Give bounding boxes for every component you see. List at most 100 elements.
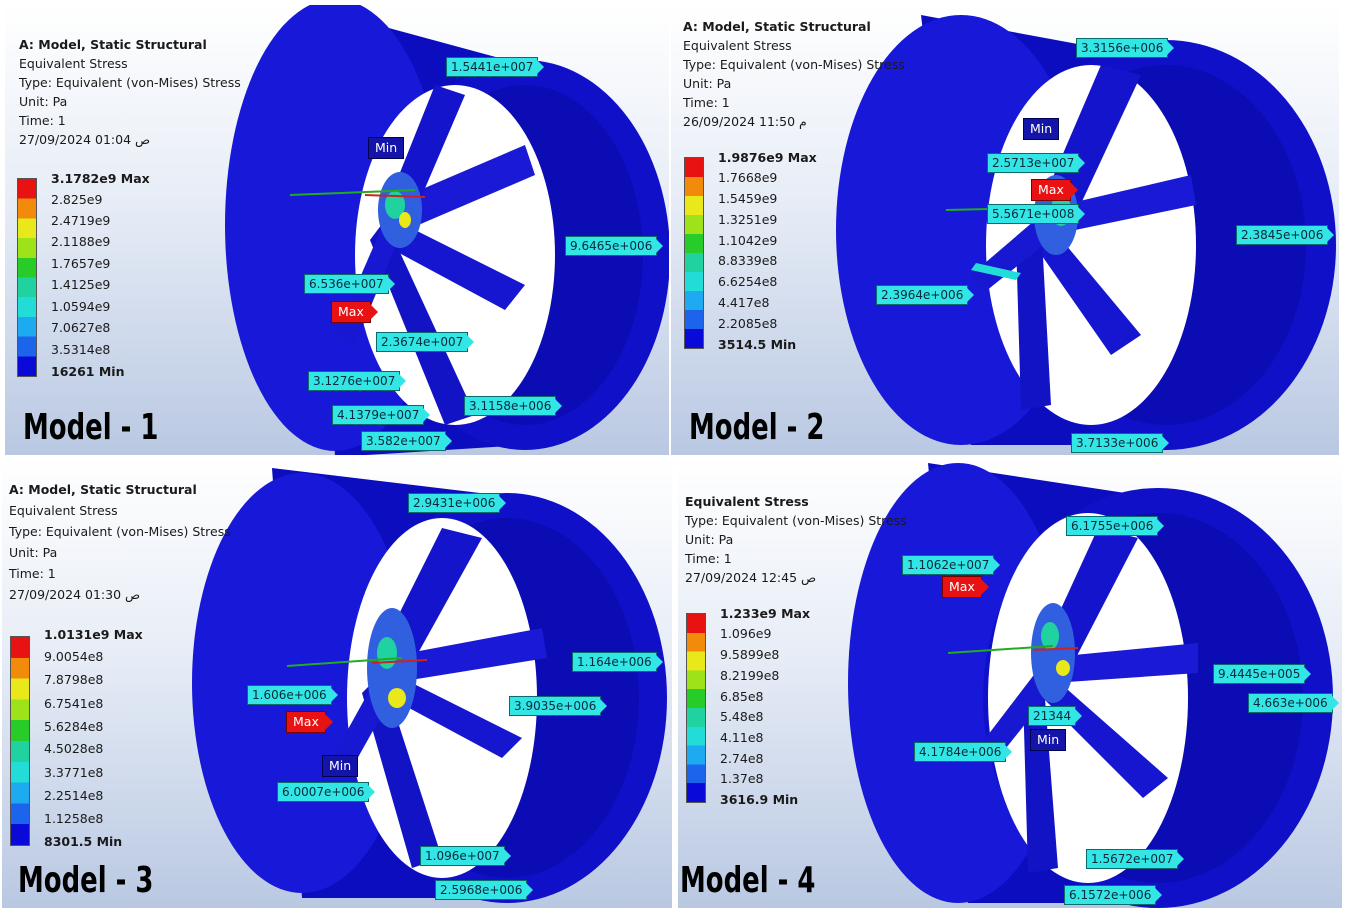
panel-model-4: Equivalent Stress Type: Equivalent (von-… xyxy=(678,458,1342,908)
analysis-title: A: Model, Static Structural xyxy=(19,37,207,52)
probe-label[interactable]: 3.9035e+006 xyxy=(509,696,608,716)
probe-label[interactable]: 6.536e+007 xyxy=(304,274,395,294)
probe-label[interactable]: 2.3674e+007 xyxy=(376,332,475,352)
legend-label: 8.2199e8 xyxy=(720,668,780,683)
result-name: Equivalent Stress xyxy=(9,503,118,518)
legend-bar xyxy=(17,178,37,377)
probe-label[interactable]: 3.1158e+006 xyxy=(464,396,563,416)
legend-label: 4.11e8 xyxy=(720,730,764,745)
max-marker[interactable]: Max xyxy=(1031,179,1078,201)
result-time: Time: 1 xyxy=(683,95,730,110)
legend-label: 1.7657e9 xyxy=(51,256,111,271)
probe-label[interactable]: 6.1572e+006 xyxy=(1064,885,1163,905)
result-unit: Unit: Pa xyxy=(685,532,734,547)
probe-label[interactable]: 3.3156e+006 xyxy=(1076,38,1175,58)
result-type: Type: Equivalent (von-Mises) Stress xyxy=(9,524,231,539)
probe-label[interactable]: 21344 xyxy=(1028,706,1083,726)
probe-label[interactable]: 6.1755e+006 xyxy=(1066,516,1165,536)
probe-label[interactable]: 6.0007e+006 xyxy=(277,782,376,802)
result-type: Type: Equivalent (von-Mises) Stress xyxy=(685,513,907,528)
legend-label: 2.825e9 xyxy=(51,192,103,207)
min-marker[interactable]: Min xyxy=(1023,118,1060,140)
legend-bar xyxy=(684,157,704,349)
legend-label: 2.4719e9 xyxy=(51,213,111,228)
legend-label: 1.7668e9 xyxy=(718,170,778,185)
probe-label[interactable]: 3.1276e+007 xyxy=(308,371,407,391)
legend-label: 1.4125e9 xyxy=(51,277,111,292)
max-marker[interactable]: Max xyxy=(331,301,378,323)
legend-label-max: 1.0131e9 Max xyxy=(44,627,143,642)
legend-label: 7.8798e8 xyxy=(44,672,104,687)
probe-label[interactable]: 1.096e+007 xyxy=(420,846,511,866)
result-type: Type: Equivalent (von-Mises) Stress xyxy=(19,75,241,90)
result-unit: Unit: Pa xyxy=(19,94,68,109)
legend-label: 6.6254e8 xyxy=(718,274,778,289)
legend-label: 2.2085e8 xyxy=(718,316,778,331)
analysis-title: A: Model, Static Structural xyxy=(9,482,197,497)
result-info: A: Model, Static Structural Equivalent S… xyxy=(9,480,231,604)
legend-label: 2.74e8 xyxy=(720,751,764,766)
legend-bar xyxy=(10,636,30,846)
probe-label[interactable]: 2.3964e+006 xyxy=(876,285,975,305)
legend-label: 1.1258e8 xyxy=(44,811,104,826)
wheel-model-render xyxy=(836,15,1336,450)
probe-label[interactable]: 9.6465e+006 xyxy=(565,236,664,256)
probe-label[interactable]: 3.7133e+006 xyxy=(1071,433,1170,453)
probe-label[interactable]: 2.5968e+006 xyxy=(435,880,534,900)
legend-label: 1.37e8 xyxy=(720,771,764,786)
probe-label[interactable]: 2.5713e+007 xyxy=(987,153,1086,173)
probe-label[interactable]: 1.164e+006 xyxy=(572,652,663,672)
analysis-title: A: Model, Static Structural xyxy=(683,19,871,34)
legend-label: 6.7541e8 xyxy=(44,696,104,711)
legend-label: 2.1188e9 xyxy=(51,234,111,249)
result-time: Time: 1 xyxy=(9,566,56,581)
legend-label: 3.5314e8 xyxy=(51,342,111,357)
probe-label[interactable]: 3.582e+007 xyxy=(361,431,452,451)
legend-label-min: 3514.5 Min xyxy=(718,337,797,352)
probe-label[interactable]: 1.5441e+007 xyxy=(446,57,545,77)
result-name: Equivalent Stress xyxy=(685,494,809,509)
result-date: 26/09/2024 11:50 م xyxy=(683,114,807,129)
probe-label[interactable]: 2.3845e+006 xyxy=(1236,225,1335,245)
result-unit: Unit: Pa xyxy=(9,545,58,560)
probe-label[interactable]: 1.1062e+007 xyxy=(902,555,1001,575)
legend-label: 9.0054e8 xyxy=(44,649,104,664)
legend-label: 6.85e8 xyxy=(720,689,764,704)
legend-label-max: 3.1782e9 Max xyxy=(51,171,150,186)
panel-model-2: A: Model, Static Structural Equivalent S… xyxy=(671,5,1339,455)
result-date: 27/09/2024 01:30 ص xyxy=(9,587,141,602)
legend-label: 8.8339e8 xyxy=(718,253,778,268)
legend-label-min: 3616.9 Min xyxy=(720,792,799,807)
result-name: Equivalent Stress xyxy=(19,56,128,71)
result-date: 27/09/2024 01:04 ص xyxy=(19,132,151,147)
min-marker[interactable]: Min xyxy=(368,137,405,159)
result-unit: Unit: Pa xyxy=(683,76,732,91)
probe-label[interactable]: 9.4445e+005 xyxy=(1213,664,1312,684)
probe-label[interactable]: 5.5671e+008 xyxy=(987,204,1086,224)
model-label: Model - 2 xyxy=(689,407,825,448)
probe-label[interactable]: 4.663e+006 xyxy=(1248,693,1339,713)
probe-label[interactable]: 1.5672e+007 xyxy=(1086,849,1185,869)
legend-label: 2.2514e8 xyxy=(44,788,104,803)
result-name: Equivalent Stress xyxy=(683,38,792,53)
max-marker[interactable]: Max xyxy=(942,576,989,598)
legend-label-min: 16261 Min xyxy=(51,364,125,379)
wheel-model-render xyxy=(192,468,667,903)
legend-label: 7.0627e8 xyxy=(51,320,111,335)
result-time: Time: 1 xyxy=(685,551,732,566)
legend-label: 1.3251e9 xyxy=(718,212,778,227)
legend-label: 5.6284e8 xyxy=(44,719,104,734)
result-info: A: Model, Static Structural Equivalent S… xyxy=(19,35,241,149)
min-marker[interactable]: Min xyxy=(322,755,359,777)
probe-label[interactable]: 1.606e+006 xyxy=(247,685,338,705)
probe-label[interactable]: 2.9431e+006 xyxy=(408,493,507,513)
probe-label[interactable]: 4.1379e+007 xyxy=(332,405,431,425)
legend-label: 9.5899e8 xyxy=(720,647,780,662)
model-label: Model - 3 xyxy=(18,860,154,901)
legend-label: 1.0594e9 xyxy=(51,299,111,314)
min-marker[interactable]: Min xyxy=(1030,729,1067,751)
probe-label[interactable]: 4.1784e+006 xyxy=(914,742,1013,762)
max-marker[interactable]: Max xyxy=(286,711,333,733)
legend-label: 1.096e9 xyxy=(720,626,772,641)
panel-model-1: A: Model, Static Structural Equivalent S… xyxy=(5,5,669,455)
